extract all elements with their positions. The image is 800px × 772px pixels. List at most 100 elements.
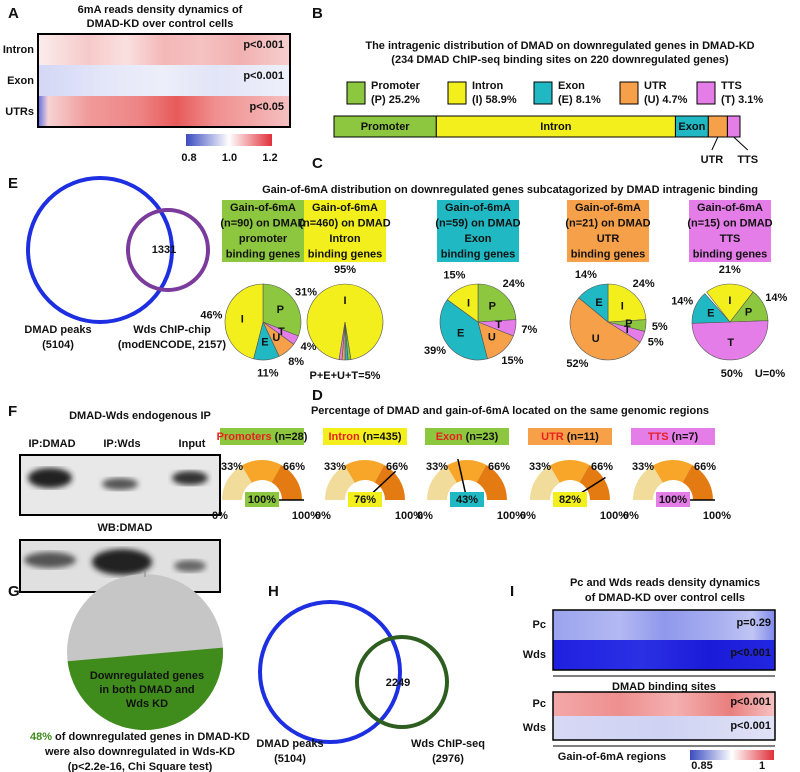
gauge-scale: 33% [324,461,346,473]
venn-label: Wds ChIP-chip [133,324,211,336]
blot-band [92,549,152,575]
slice-label: 24% [503,278,525,290]
heatmap-caption: Gain-of-6mA regions [558,751,666,763]
header-n: (n=435) [363,431,402,443]
header-label: UTR (n=11) [541,431,599,443]
row-label: Pc [533,698,546,710]
segment-label: Intron [540,121,571,133]
panel-letter: A [8,5,19,22]
panel-title: DMAD-KD over control cells [87,18,234,30]
header-n: (n=28) [275,431,308,443]
colorbar-tick: 1.2 [262,152,277,164]
segment-text: Wds KD [126,698,168,710]
slice-letter: I [343,295,346,307]
panel-title: of DMAD-KD over control cells [585,592,745,604]
pie-segment [67,647,223,731]
segment-text: Downregulated genes [90,670,204,682]
segment-text: in both DMAD and [99,684,194,696]
panel-letter: G [8,583,20,600]
gauge-band [652,460,693,483]
legend-swatch [696,81,716,105]
row-label: Intron [3,44,34,56]
gauge-band [549,460,590,483]
gauge-scale: 66% [386,461,408,473]
slice-label: 15% [443,270,465,282]
gauge-band [530,465,560,500]
panel-title: Pc and Wds reads density dynamics [570,577,760,589]
slice-label: 95% [334,264,356,276]
box-line: binding genes [308,248,383,260]
caption-percent: 48% [30,731,52,743]
row-label: UTRs [5,106,34,118]
gauge-band [633,465,663,500]
box-line: binding genes [571,248,646,260]
slice-label: 5% [652,321,668,333]
header-n: (n=23) [466,431,499,443]
panel-letter: F [8,403,17,420]
row-label: Pc [533,619,546,631]
gauge-scale: 100% [497,510,525,522]
slice-letter: P [277,304,284,316]
venn-label: (2976) [432,753,464,765]
slice-label: 52% [566,358,588,370]
venn-label: DMAD peaks [256,738,323,750]
gauge-band [374,464,405,500]
header-name: Intron [329,431,360,443]
slice-label: 14% [671,295,693,307]
header-box [631,428,715,445]
gauge-scale: 100% [703,510,731,522]
p-value: p=0.29 [736,617,771,629]
group-box [437,200,519,262]
heatmap-frame [552,691,776,741]
gauge-scale: 66% [591,461,613,473]
slice-label: 46% [200,309,222,321]
slice-label: 31% [295,287,317,299]
slice-letter: T [727,337,734,349]
box-line: (n=15) on DMAD [687,217,772,229]
legend-label: (T) 3.1% [721,94,763,106]
group-box [222,200,304,262]
slice-label: 14% [765,292,787,304]
colorbar-tick: 0.8 [181,152,196,164]
gauge-value: 82% [559,494,581,506]
slice-letter: E [595,297,602,309]
slice-label: 24% [633,278,655,290]
legend-name: Intron [472,80,503,92]
box-line: promoter [239,233,288,245]
panel-letter: H [268,583,279,600]
box-line: Gain-of-6mA [697,202,763,214]
caption-line: 48% of downregulated genes in DMAD-KD [30,731,250,743]
lane-label: Input [179,438,206,450]
gauge-band [427,465,457,500]
pie-slice [477,283,517,323]
gauge-band [222,465,252,500]
legend-name: TTS [721,80,742,92]
slice-letter: I [241,313,244,325]
venn-circle [126,208,210,292]
header-box [323,428,407,445]
colorbar-tick: 1.0 [222,152,237,164]
gauge-band [579,464,610,500]
slice-letter: E [261,337,268,349]
slice-letter: P [625,318,632,330]
gauge-value: 100% [659,494,687,506]
slice-letter: I [728,295,731,307]
gauge-band [476,464,507,500]
header-label: Promoters (n=28) [217,431,308,443]
gauge-scale: 100% [600,510,628,522]
panel-letter: I [510,583,514,600]
row-label: Wds [523,722,546,734]
overlap-count: 1331 [152,244,176,256]
box-line: binding genes [441,248,516,260]
pie-slice [338,321,346,361]
legend-name: Exon [558,80,585,92]
header-name: UTR [541,431,564,443]
legend-name: Promoter [371,80,421,92]
segment-pointer [711,136,719,151]
box-line: Gain-of-6mA [575,202,641,214]
slice-letter: I [621,301,624,313]
header-label: Intron (n=435) [329,431,402,443]
gauge-value: 76% [354,494,376,506]
gauge-band [682,464,713,500]
legend-swatch [533,81,553,105]
